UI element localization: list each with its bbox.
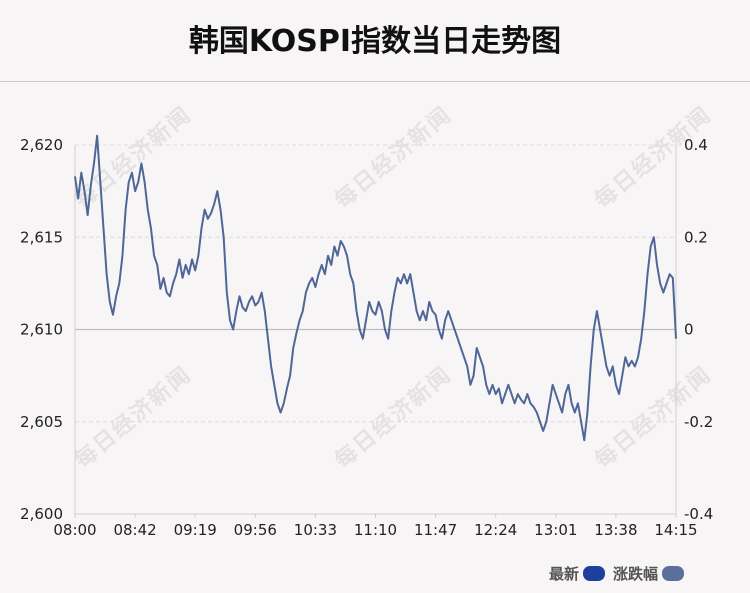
y-axis-right-ticks: -0.4 -0.2 0 0.2 0.4 bbox=[684, 136, 713, 523]
x-tick-label: 08:00 bbox=[53, 521, 96, 539]
x-tick-label: 09:19 bbox=[174, 521, 217, 539]
y-right-tick-label: 0 bbox=[684, 321, 694, 339]
x-tick-label: 10:33 bbox=[294, 521, 337, 539]
y-right-tick-label: -0.4 bbox=[684, 505, 713, 523]
legend-item-change[interactable]: 涨跌幅 bbox=[613, 563, 684, 584]
y-left-tick-label: 2,610 bbox=[20, 321, 63, 339]
x-tick-label: 13:01 bbox=[534, 521, 577, 539]
x-tick-label: 14:15 bbox=[654, 521, 697, 539]
y-left-tick-label: 2,615 bbox=[20, 228, 63, 246]
grid bbox=[75, 144, 676, 515]
x-axis-ticks: 08:00 08:42 09:19 09:56 10:33 11:10 11:47 12:24… bbox=[53, 514, 698, 539]
y-right-tick-label: -0.2 bbox=[684, 413, 713, 431]
legend-label-latest: 最新 bbox=[548, 565, 579, 583]
legend-label-change: 涨跌幅 bbox=[612, 565, 658, 583]
x-tick-label: 13:38 bbox=[594, 521, 637, 539]
x-tick-label: 11:47 bbox=[414, 521, 457, 539]
x-tick-label: 09:56 bbox=[234, 521, 277, 539]
x-tick-label: 08:42 bbox=[113, 521, 156, 539]
y-left-tick-label: 2,620 bbox=[20, 136, 63, 154]
title-divider bbox=[0, 81, 750, 82]
y-left-tick-label: 2,605 bbox=[20, 413, 63, 431]
x-tick-label: 11:10 bbox=[354, 521, 397, 539]
x-tick-label: 12:24 bbox=[474, 521, 517, 539]
legend: 最新 涨跌幅 bbox=[549, 563, 684, 584]
y-left-tick-label: 2,600 bbox=[20, 505, 63, 523]
series-layer bbox=[74, 134, 677, 442]
y-right-tick-label: 0.4 bbox=[684, 136, 708, 154]
y-right-tick-label: 0.2 bbox=[684, 228, 708, 246]
series-line bbox=[74, 134, 677, 442]
legend-item-latest[interactable]: 最新 bbox=[549, 563, 605, 584]
y-axis-left-ticks: 2,600 2,605 2,610 2,615 2,620 bbox=[20, 136, 63, 523]
legend-swatch-change bbox=[662, 566, 684, 581]
legend-swatch-latest bbox=[582, 566, 605, 581]
chart-title: 韩国KOSPI指数当日走势图 bbox=[188, 24, 562, 59]
